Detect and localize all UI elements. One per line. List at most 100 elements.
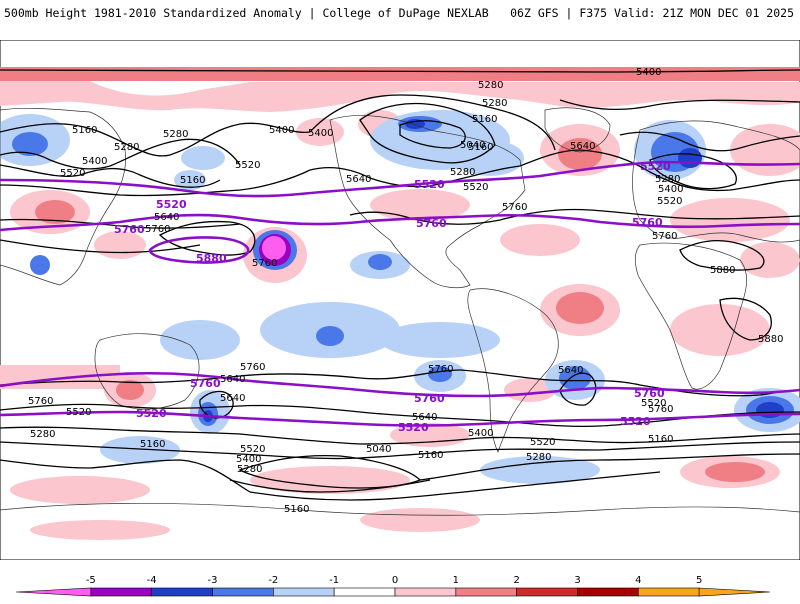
contour-label: 5760	[240, 362, 265, 373]
colorbar-segment	[273, 588, 334, 596]
colorbar-tick-label: -2	[268, 575, 278, 586]
model-run-valid-time: 06Z GFS | F375 Valid: 21Z MON DEC 01 202…	[510, 6, 794, 20]
contour-label: 5640	[558, 365, 583, 376]
contour-label: 5760	[652, 231, 677, 242]
contour-label: 5640	[220, 374, 245, 385]
contour-label: 5040	[460, 140, 485, 151]
highlight-label: 5760	[114, 223, 145, 236]
highlight-label: 5760	[190, 377, 221, 390]
colorbar-tick-label: 0	[392, 575, 398, 586]
contour-label: 5160	[648, 434, 673, 445]
contour-label: 5160	[140, 439, 165, 450]
anomaly-blob	[380, 322, 500, 358]
contour-label: 5280	[655, 174, 680, 185]
contour-label: 5160	[72, 125, 97, 136]
anomaly-blob	[181, 146, 225, 170]
colorbar-tick-label: 2	[513, 575, 519, 586]
highlight-label: 5520	[136, 407, 167, 420]
colorbar-tick-label: -5	[86, 575, 96, 586]
colorbar-segment	[578, 588, 639, 596]
contour-label: 5520	[463, 182, 488, 193]
contour-label: 5160	[284, 504, 309, 515]
colorbar-tick-label: -4	[147, 575, 157, 586]
contour-label: 5160	[472, 114, 497, 125]
contour-label: 5760	[145, 224, 170, 235]
highlight-label: 5520	[620, 415, 651, 428]
colorbar-segment	[334, 588, 395, 596]
highlight-label: 5760	[632, 216, 663, 229]
contour-label: 5520	[657, 196, 682, 207]
global-map: 5400 5280 5160 5280 5160 5280 5400 5400 …	[0, 40, 800, 560]
contour-label: 5280	[478, 80, 503, 91]
contour-label: 5160	[180, 175, 205, 186]
contour-label: 5400	[658, 184, 683, 195]
anomaly-blob	[360, 508, 480, 532]
highlight-label: 5760	[634, 387, 665, 400]
contour-label: 5640	[570, 141, 595, 152]
colorbar-segment	[395, 588, 456, 596]
highlight-label: 5520	[640, 160, 671, 173]
anomaly-blob	[678, 148, 702, 168]
contour-label: 5280	[237, 464, 262, 475]
colorbar-segment	[699, 588, 770, 596]
colorbar-segment	[517, 588, 578, 596]
contour-label: 5280	[114, 142, 139, 153]
map-title: 500mb Height 1981-2010 Standardized Anom…	[4, 6, 489, 20]
contour-label: 5880	[758, 334, 783, 345]
colorbar-tick-label: -1	[329, 575, 339, 586]
highlight-label: 5520	[156, 198, 187, 211]
contour-label: 5400	[269, 125, 294, 136]
colorbar-segment	[16, 588, 91, 596]
colorbar-tick-label: 3	[574, 575, 580, 586]
colorbar-tick-label: -3	[208, 575, 218, 586]
contour-label: 5640	[154, 212, 179, 223]
contour-label: 5400	[636, 67, 661, 78]
contour-label: 5280	[30, 429, 55, 440]
anomaly-blob	[316, 326, 344, 346]
contour-label: 5400	[308, 128, 333, 139]
anomaly-blob	[368, 254, 392, 270]
highlight-label: 5520	[414, 178, 445, 191]
contour-label: 5400	[82, 156, 107, 167]
contour-label: 5880	[710, 265, 735, 276]
contour-label: 5760	[502, 202, 527, 213]
contour-label: 5280	[526, 452, 551, 463]
highlight-label: 5520	[398, 421, 429, 434]
colorbar-segment	[638, 588, 699, 596]
anomaly-band	[0, 365, 120, 389]
colorbar-segment	[213, 588, 274, 596]
contour-label: 5640	[220, 393, 245, 404]
colorbar-segment	[91, 588, 152, 596]
highlight-label: 5880	[196, 252, 227, 265]
contour-label: 5640	[346, 174, 371, 185]
anomaly-blob	[705, 462, 765, 482]
anomaly-blob	[556, 292, 604, 324]
anomaly-blob	[670, 304, 770, 356]
highlight-label: 5760	[414, 392, 445, 405]
contour-label: 5280	[482, 98, 507, 109]
colorbar-segment	[152, 588, 213, 596]
colorbar-tick-label: 5	[696, 575, 702, 586]
contour-label: 5280	[450, 167, 475, 178]
anomaly-blob	[30, 255, 50, 275]
map-header: 500mb Height 1981-2010 Standardized Anom…	[0, 0, 800, 28]
contour-label: 5760	[428, 364, 453, 375]
contour-label: 5520	[530, 437, 555, 448]
contour-label: 5520	[235, 160, 260, 171]
anomaly-blob	[262, 236, 286, 260]
anomaly-strip-north	[0, 67, 800, 81]
highlight-label: 5760	[416, 217, 447, 230]
colorbar-segment	[456, 588, 517, 596]
contour-label: 5520	[66, 407, 91, 418]
contour-label: 5280	[163, 129, 188, 140]
contour-label: 5400	[468, 428, 493, 439]
contour-label: 5040	[366, 444, 391, 455]
contour-label: 5160	[418, 450, 443, 461]
anomaly-blob	[670, 198, 790, 242]
contour-label: 5520	[60, 168, 85, 179]
colorbar-tick-label: 4	[635, 575, 641, 586]
anomaly-blob	[160, 320, 240, 360]
anomaly-blob	[10, 476, 150, 504]
contour-label: 5760	[252, 258, 277, 269]
